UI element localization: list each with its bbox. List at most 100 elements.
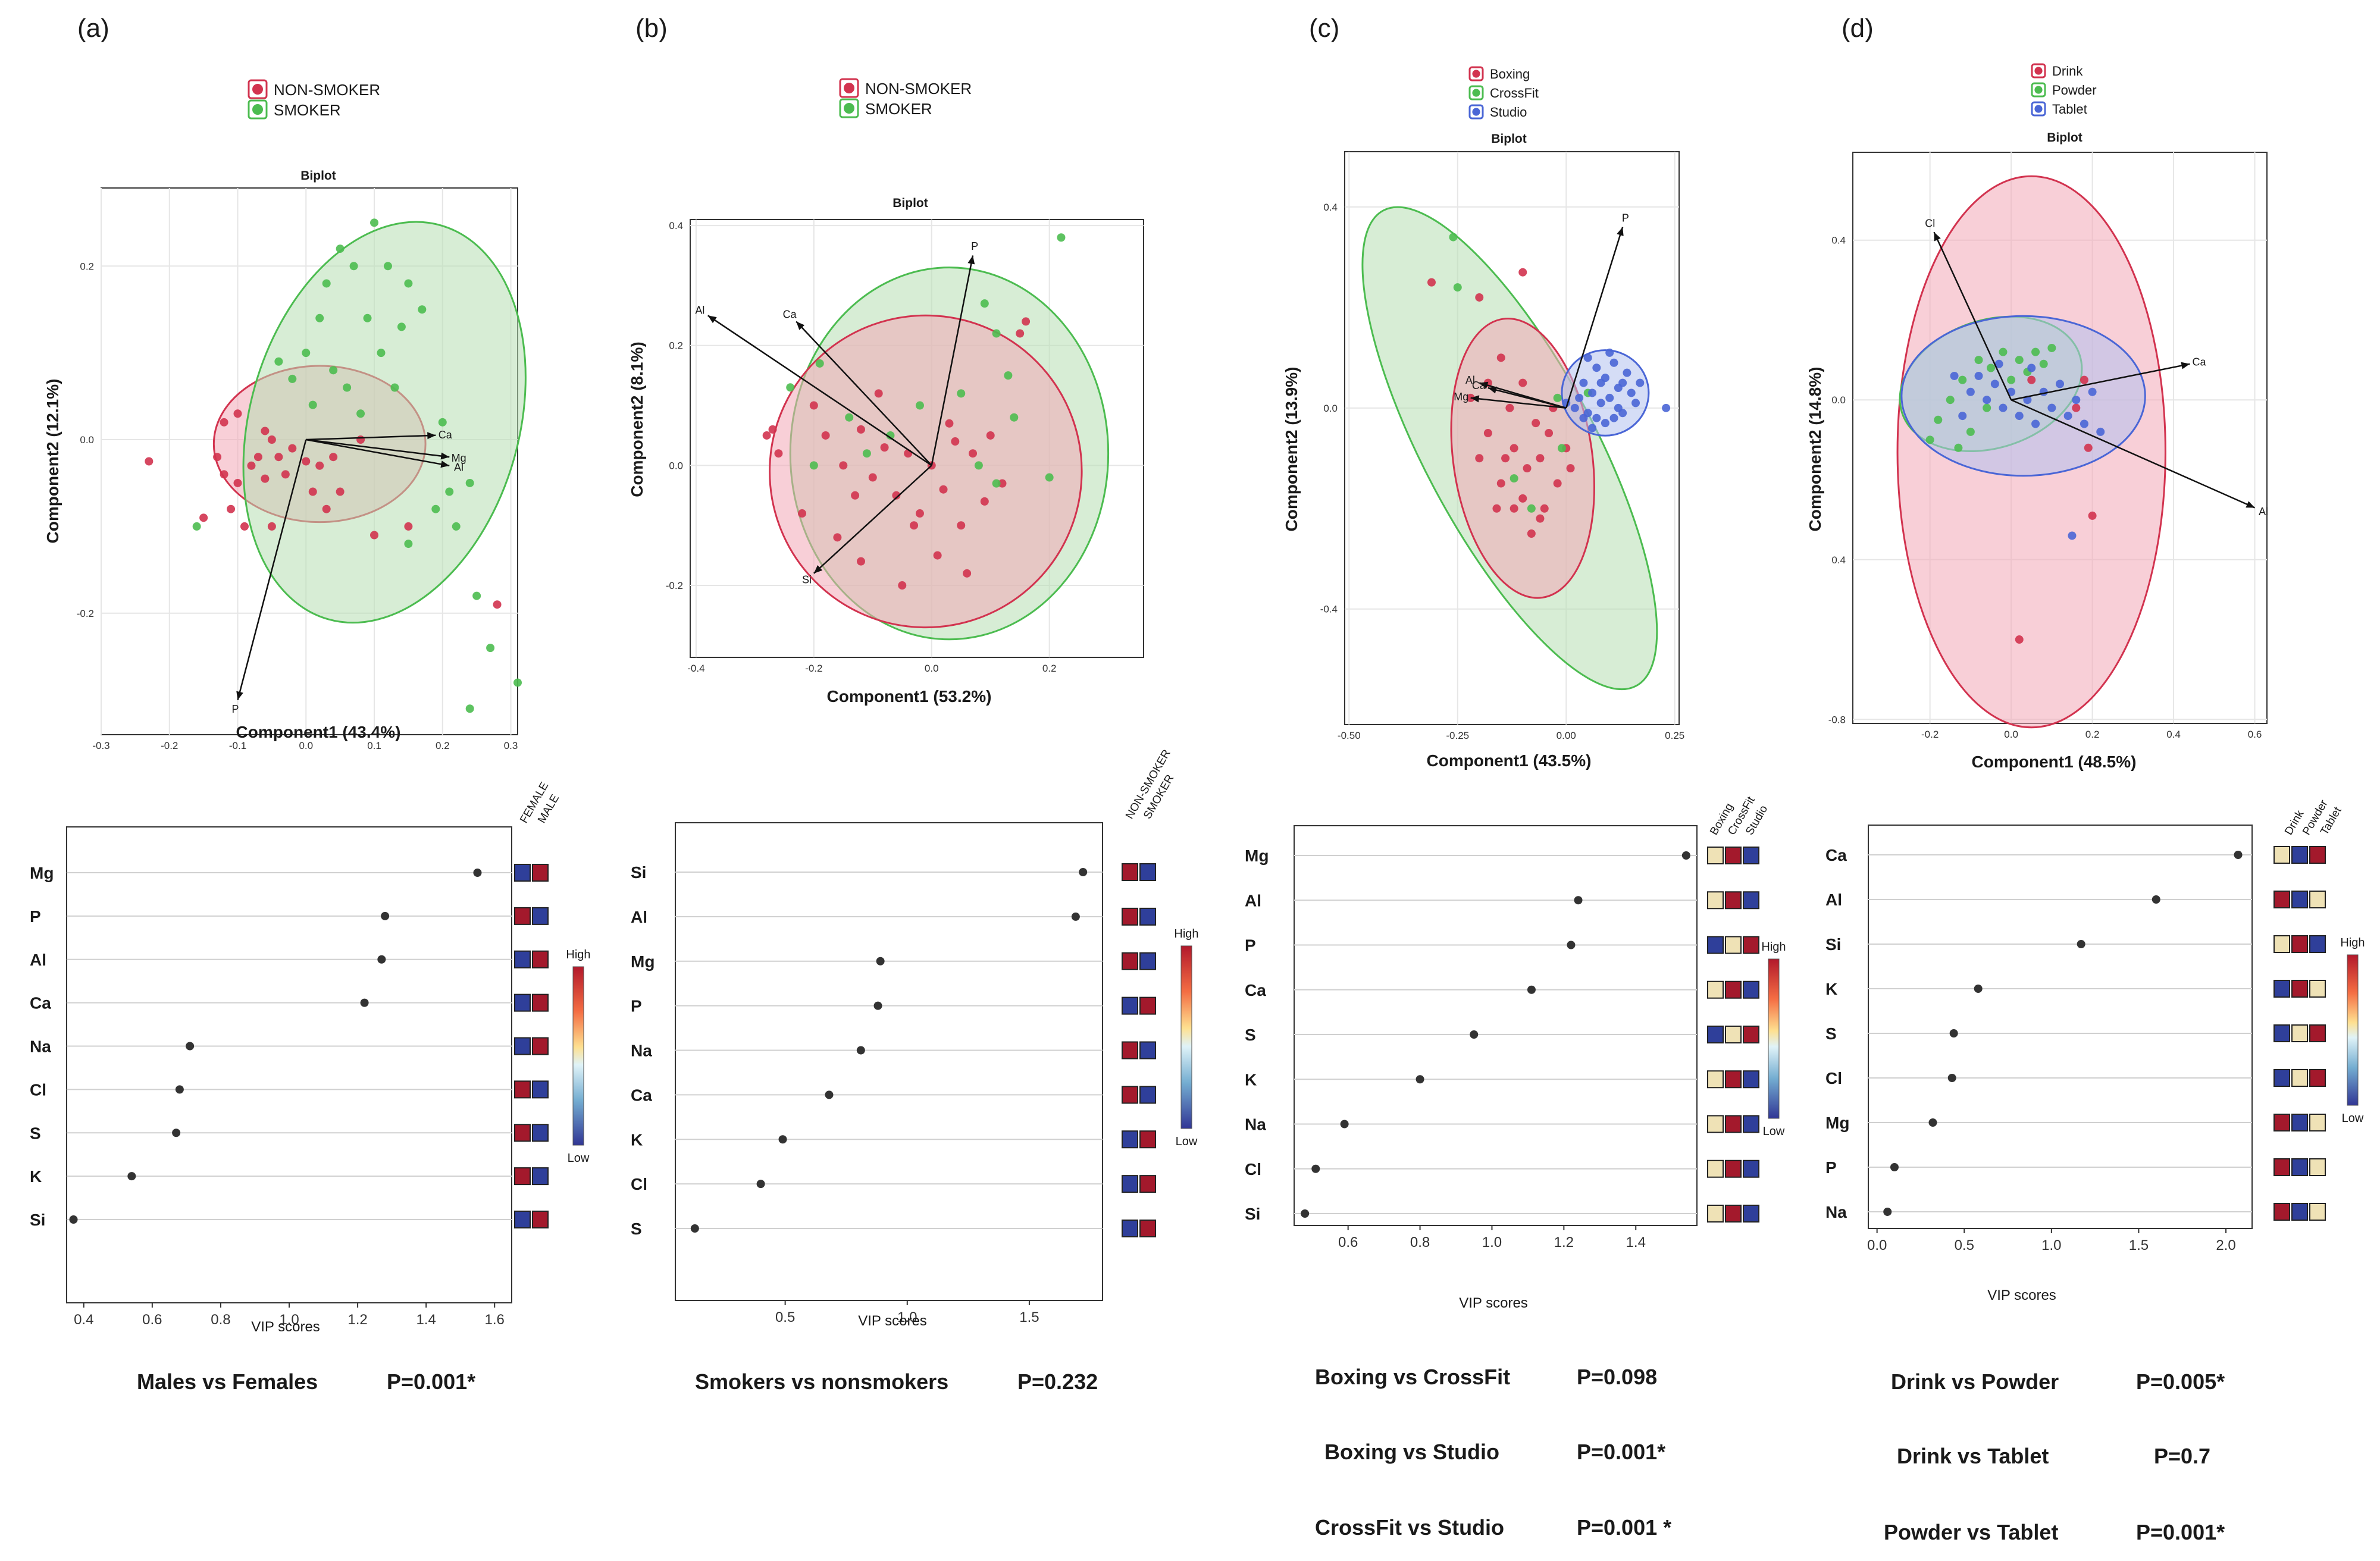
point-blue xyxy=(1990,380,1999,388)
loading-label: Al xyxy=(695,304,704,316)
point-green xyxy=(2015,356,2024,365)
vip-heat-cell xyxy=(2291,891,2308,908)
point-blue xyxy=(2063,412,2072,421)
point-blue xyxy=(1605,393,1614,402)
comparison-label: Boxing vs CrossFit xyxy=(1315,1365,1510,1389)
point-blue xyxy=(1605,348,1614,357)
point-green xyxy=(1983,403,1991,412)
point-green xyxy=(1453,283,1462,292)
vip-heat-cell xyxy=(2291,1069,2308,1087)
vip-point xyxy=(1928,1118,1937,1127)
vip-feature-label: S xyxy=(30,1124,41,1142)
vip-heat-cell xyxy=(2309,1203,2326,1221)
biplot: Al Ca P Si -0.4 -0.2 0.0 0.2 -0.2 0.0 0.2 0.4 Biplot… xyxy=(628,196,1144,706)
heat-high-label: High xyxy=(1174,927,1198,941)
point-red xyxy=(308,487,317,496)
loading-arrowhead xyxy=(707,315,717,324)
point-blue xyxy=(1614,384,1623,393)
loading-label: Mg xyxy=(1454,391,1468,403)
vip-feature-label: P xyxy=(1245,936,1256,955)
legend: NON-SMOKER SMOKER xyxy=(248,79,380,120)
point-red xyxy=(1492,504,1501,513)
vip-heat-cell xyxy=(532,864,549,882)
x-tick-label: 0.00 xyxy=(1557,730,1576,741)
point-green xyxy=(343,383,352,392)
vip-heat-cell xyxy=(1743,1070,1759,1089)
heat-low-label: Low xyxy=(2342,1112,2364,1125)
point-green xyxy=(1958,375,1967,384)
vip-heat-cell xyxy=(2309,1158,2326,1176)
loading-arrowhead xyxy=(427,432,436,440)
point-green xyxy=(390,383,399,392)
vip-heat-cell xyxy=(514,950,531,968)
point-green xyxy=(2039,359,2048,368)
legend-label: Boxing xyxy=(1490,67,1530,82)
x-tick-label: -0.2 xyxy=(805,663,822,674)
panel-d: (d) Drink Powder Tablet Cl Ca Al -0.2 0.0 0.2 0.4 0… xyxy=(1806,14,2365,1544)
point-blue xyxy=(2027,363,2036,372)
vip-point xyxy=(175,1085,184,1094)
vip-heat-cell xyxy=(514,864,531,882)
point-blue xyxy=(2031,419,2040,428)
loading-arrowhead xyxy=(967,255,975,265)
vip-heat-cell xyxy=(1707,936,1724,954)
vip-heat-cell xyxy=(1122,1220,1138,1237)
point-red xyxy=(220,470,228,479)
point-red xyxy=(220,418,228,427)
loading-label: Cl xyxy=(1925,218,1935,230)
vip-heat-cell xyxy=(1122,996,1138,1015)
vip-heat-cell xyxy=(2273,846,2290,864)
vip-heat-cell xyxy=(1707,980,1724,999)
y-axis-label: Component2 (8.1%) xyxy=(628,341,646,497)
point-red xyxy=(1510,444,1518,453)
point-red xyxy=(945,419,954,428)
vip-heat-cell xyxy=(2309,1024,2326,1042)
legend-label: Tablet xyxy=(2052,102,2087,117)
point-green xyxy=(302,349,311,358)
point-green xyxy=(370,218,379,227)
legend-marker xyxy=(2034,86,2043,94)
comparison-label: Smokers vs nonsmokers xyxy=(695,1369,948,1394)
vip-tick-label: 1.2 xyxy=(347,1312,367,1328)
point-red xyxy=(1540,504,1549,513)
point-red xyxy=(288,444,297,453)
point-blue xyxy=(1618,409,1627,418)
loading-label: Ca xyxy=(1472,380,1486,391)
vip-tick-label: 1.4 xyxy=(416,1312,436,1328)
vip-heat-cell xyxy=(1122,863,1138,881)
vip-feature-label: Na xyxy=(631,1042,652,1060)
point-green xyxy=(404,540,413,548)
x-tick-label: 0.0 xyxy=(925,663,939,674)
point-red xyxy=(768,425,777,434)
point-red xyxy=(404,522,413,531)
vip-point xyxy=(1974,985,1983,993)
vip-feature-label: Cl xyxy=(1825,1069,1842,1087)
vip-feature-label: Al xyxy=(631,908,647,926)
vip-point xyxy=(381,911,390,920)
vip-point xyxy=(2152,895,2160,904)
comparison-label: Boxing vs Studio xyxy=(1324,1440,1499,1464)
point-green xyxy=(452,522,461,531)
vip-feature-label: Na xyxy=(1825,1203,1847,1221)
vip-heat-cell xyxy=(1743,1115,1759,1133)
legend-swatch xyxy=(839,78,859,98)
x-tick-label: 0.4 xyxy=(2166,729,2181,740)
x-tick-label: 0.2 xyxy=(2085,729,2100,740)
loading-arrow xyxy=(931,255,974,466)
heat-colorbar xyxy=(572,966,584,1146)
legend-label: CrossFit xyxy=(1490,86,1539,101)
vip-point xyxy=(873,1001,882,1010)
vip-heat-cell xyxy=(2273,1158,2290,1176)
vip-point xyxy=(1949,1029,1958,1037)
vip-heat-cell xyxy=(1707,1115,1724,1133)
vip-heat-cell xyxy=(2273,980,2290,998)
y-tick-label: 0.4 xyxy=(1831,554,1846,566)
vip-tick-label: 0.4 xyxy=(74,1312,93,1328)
loading-arrowhead xyxy=(813,565,823,573)
confidence-ellipse-blue xyxy=(1900,315,2146,477)
panel-label: (c) xyxy=(1309,14,1339,43)
legend-swatch xyxy=(248,99,268,120)
point-blue xyxy=(2039,387,2048,396)
